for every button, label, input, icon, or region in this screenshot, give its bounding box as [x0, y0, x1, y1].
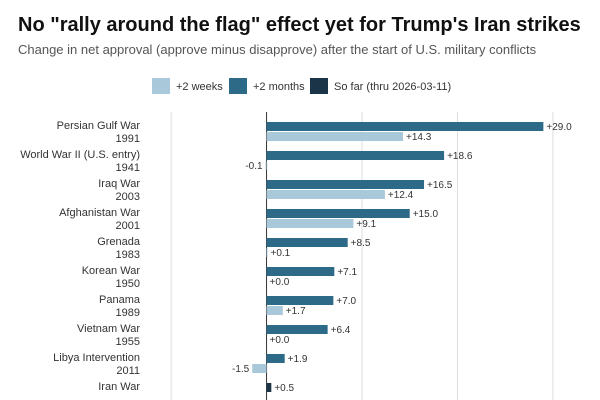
data-label: +8.5: [351, 238, 371, 249]
data-label: +16.5: [427, 180, 453, 191]
category-year: 1989: [116, 307, 140, 319]
data-label: -1.5: [232, 364, 250, 375]
category-label: World War II (U.S. entry): [20, 149, 140, 161]
data-label: +0.1: [271, 248, 291, 259]
category-label: Vietnam War: [77, 323, 140, 335]
legend-label-two_weeks: +2 weeks: [176, 81, 223, 93]
data-label: +0.5: [274, 383, 294, 394]
data-label: +12.4: [388, 190, 414, 201]
category-year: 1955: [116, 336, 140, 348]
bar-two_months: [266, 267, 335, 276]
bar-two_weeks: [266, 132, 404, 141]
legend-label-so_far: So far (thru 2026-03-11): [334, 81, 451, 93]
data-label: +0.0: [270, 277, 290, 288]
bar-two_months: [266, 209, 410, 218]
bar-two_months: [266, 296, 334, 305]
legend: +2 weeks +2 months So far (thru 2026-03-11…: [152, 78, 451, 94]
category-year: 1983: [116, 249, 140, 261]
data-label: +7.1: [337, 267, 357, 278]
data-label: +14.3: [406, 132, 432, 143]
bar-two_weeks: [266, 248, 268, 257]
data-label: +9.1: [356, 219, 376, 230]
category-label: Grenada: [97, 236, 141, 248]
bars: +29.0 +14.3 +18.6 -0.1 +16.5 +12.4 +15.0 +9.1 +8…: [232, 122, 572, 394]
category-year: 2011: [116, 365, 140, 377]
bar-two_months: [266, 122, 544, 131]
category-year: 1950: [116, 278, 140, 290]
chart-subtitle: Change in net approval (approve minus di…: [18, 42, 537, 57]
category-label: Panama: [99, 294, 141, 306]
data-label: +1.7: [286, 306, 306, 317]
bar-two_months: [266, 325, 328, 334]
data-label: +7.0: [336, 296, 356, 307]
category-label: Persian Gulf War: [57, 120, 141, 132]
data-label: +6.4: [331, 325, 351, 336]
category-year: 1941: [116, 162, 140, 174]
category-year: 2001: [116, 220, 140, 232]
legend-label-two_months: +2 months: [253, 81, 305, 93]
data-label: +1.9: [288, 354, 308, 365]
legend-swatch-two_months: [229, 78, 247, 94]
bar-two_weeks: [252, 364, 267, 373]
category-label: Korean War: [82, 265, 141, 277]
data-label: +29.0: [546, 122, 572, 133]
data-label: +18.6: [447, 151, 473, 162]
bar-two_months: [266, 238, 348, 247]
legend-swatch-so_far: [310, 78, 328, 94]
legend-swatch-two_weeks: [152, 78, 170, 94]
category-label: Libya Intervention: [53, 352, 140, 364]
category-year: 1991: [116, 133, 140, 145]
category-label: Iraq War: [98, 178, 140, 190]
bar-two_weeks: [266, 306, 283, 315]
bar-two_months: [266, 151, 445, 160]
data-label: +15.0: [413, 209, 439, 220]
bar-so_far: [266, 383, 272, 392]
chart-title: No "rally around the flag" effect yet fo…: [18, 14, 581, 36]
bar-two_weeks: [266, 190, 385, 199]
category-label: Afghanistan War: [59, 207, 140, 219]
category-label: Iran War: [98, 381, 140, 393]
bar-two_months: [266, 180, 425, 189]
bar-two_months: [266, 354, 285, 363]
bar-two_weeks: [266, 219, 354, 228]
category-year: 2003: [116, 191, 140, 203]
bar-two_weeks: [265, 161, 267, 170]
data-label: -0.1: [245, 161, 263, 172]
data-label: +0.0: [270, 335, 290, 346]
